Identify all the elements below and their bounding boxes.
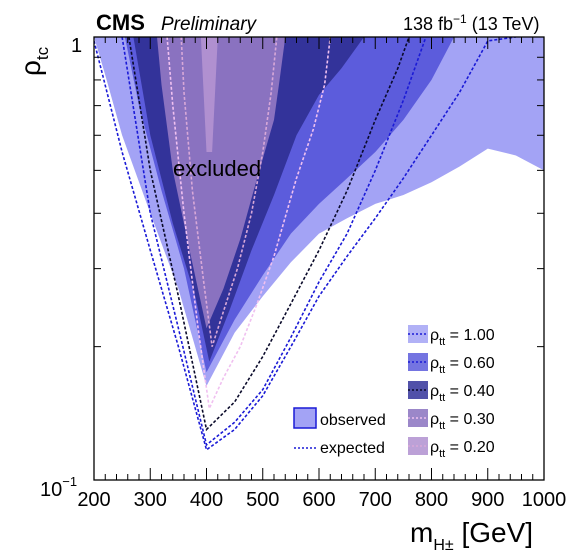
x-tick-label: 700 [359, 489, 392, 511]
x-axis-title: mH± [GeV] [410, 517, 533, 554]
expected-legend-label: expected [320, 440, 385, 457]
expected-curve-rho-100 [94, 37, 517, 452]
y-axis-title-main: ρ [15, 60, 46, 76]
style-legend: observed expected [293, 407, 386, 457]
x-tick-label: 200 [77, 489, 110, 511]
x-axis-title-sub: H± [433, 537, 454, 554]
lumi-suffix: (13 TeV) [467, 14, 540, 34]
x-tick-label: 1000 [522, 489, 567, 511]
observed-legend-swatch [293, 407, 317, 429]
x-axis-title-main: m [410, 517, 433, 548]
lumi-prefix: 138 fb [403, 14, 453, 34]
legend-label: ρtt = 0.60 [430, 355, 495, 376]
luminosity-label: 138 fb−1 (13 TeV) [403, 12, 539, 34]
x-axis-ticks [93, 37, 545, 480]
observed-exclusion-regions [94, 37, 544, 386]
x-axis-title-unit: [GeV] [454, 517, 533, 548]
observed-region-rho-030 [157, 37, 286, 329]
expected-curve-rho-060 [121, 37, 427, 447]
experiment-label: CMS [96, 10, 145, 35]
excluded-annotation: excluded [173, 156, 261, 181]
observed-legend-label: observed [320, 412, 386, 429]
y-axis-title-sub: tc [33, 46, 52, 60]
expected-curve-rho-020 [180, 37, 278, 347]
status-label: Preliminary [161, 14, 258, 35]
legend-label: ρtt = 0.20 [430, 439, 495, 460]
legend-label: ρtt = 0.40 [430, 383, 495, 404]
y-axis-ticks [94, 36, 544, 481]
y-axis-title: ρtc [15, 46, 52, 76]
lumi-sup: −1 [453, 12, 467, 26]
rho-tt-legend: ρtt = 1.00 ρtt = 0.60 ρtt = 0.40 ρtt = 0.30… [408, 325, 495, 460]
x-axis-tick-labels: 200 300 400 500 600 700 800 900 1000 [77, 489, 566, 511]
observed-region-rho-020 [200, 37, 218, 152]
y-tick-label-0.1: 10−1 [40, 474, 77, 501]
expected-curve-rho-040 [128, 37, 410, 432]
x-tick-label: 800 [415, 489, 448, 511]
x-tick-label: 500 [246, 489, 279, 511]
expected-curve-rho-030 [166, 37, 332, 412]
x-tick-label: 600 [302, 489, 335, 511]
x-tick-label: 400 [190, 489, 223, 511]
expected-limit-curves [94, 37, 517, 452]
y-tick-exp: −1 [62, 474, 77, 489]
legend-label: ρtt = 1.00 [430, 327, 495, 348]
x-tick-label: 900 [471, 489, 504, 511]
svg-text:ρtc: ρtc [15, 46, 52, 76]
legend-label: ρtt = 0.30 [430, 411, 495, 432]
y-tick-base: 10 [40, 479, 62, 501]
y-tick-label-1: 1 [71, 35, 82, 57]
x-tick-label: 300 [134, 489, 167, 511]
